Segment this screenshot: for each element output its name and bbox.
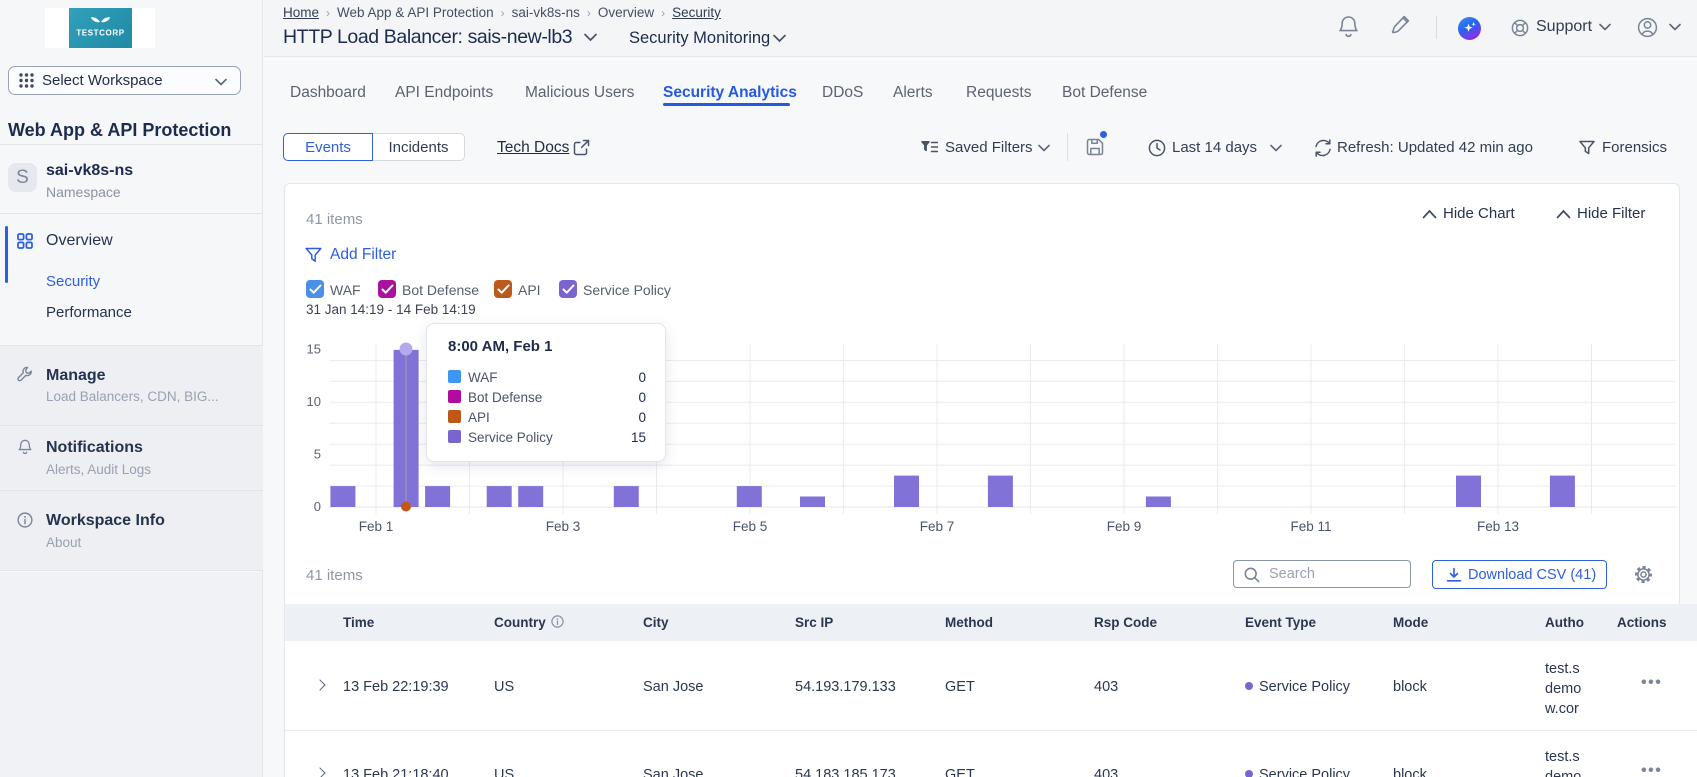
svg-text:TESTCORP: TESTCORP	[76, 29, 124, 38]
svg-text:Feb 7: Feb 7	[920, 519, 955, 534]
svg-text:Feb 5: Feb 5	[733, 519, 768, 534]
svg-text:15: 15	[307, 342, 321, 357]
svg-text:5: 5	[314, 447, 321, 462]
svg-text:Feb 11: Feb 11	[1290, 519, 1331, 534]
svg-text:Feb 13: Feb 13	[1477, 519, 1519, 534]
svg-text:Feb 9: Feb 9	[1107, 519, 1142, 534]
svg-text:0: 0	[314, 499, 321, 514]
svg-text:Feb 3: Feb 3	[546, 519, 581, 534]
svg-text:Feb 1: Feb 1	[359, 519, 394, 534]
svg-text:10: 10	[307, 394, 321, 409]
